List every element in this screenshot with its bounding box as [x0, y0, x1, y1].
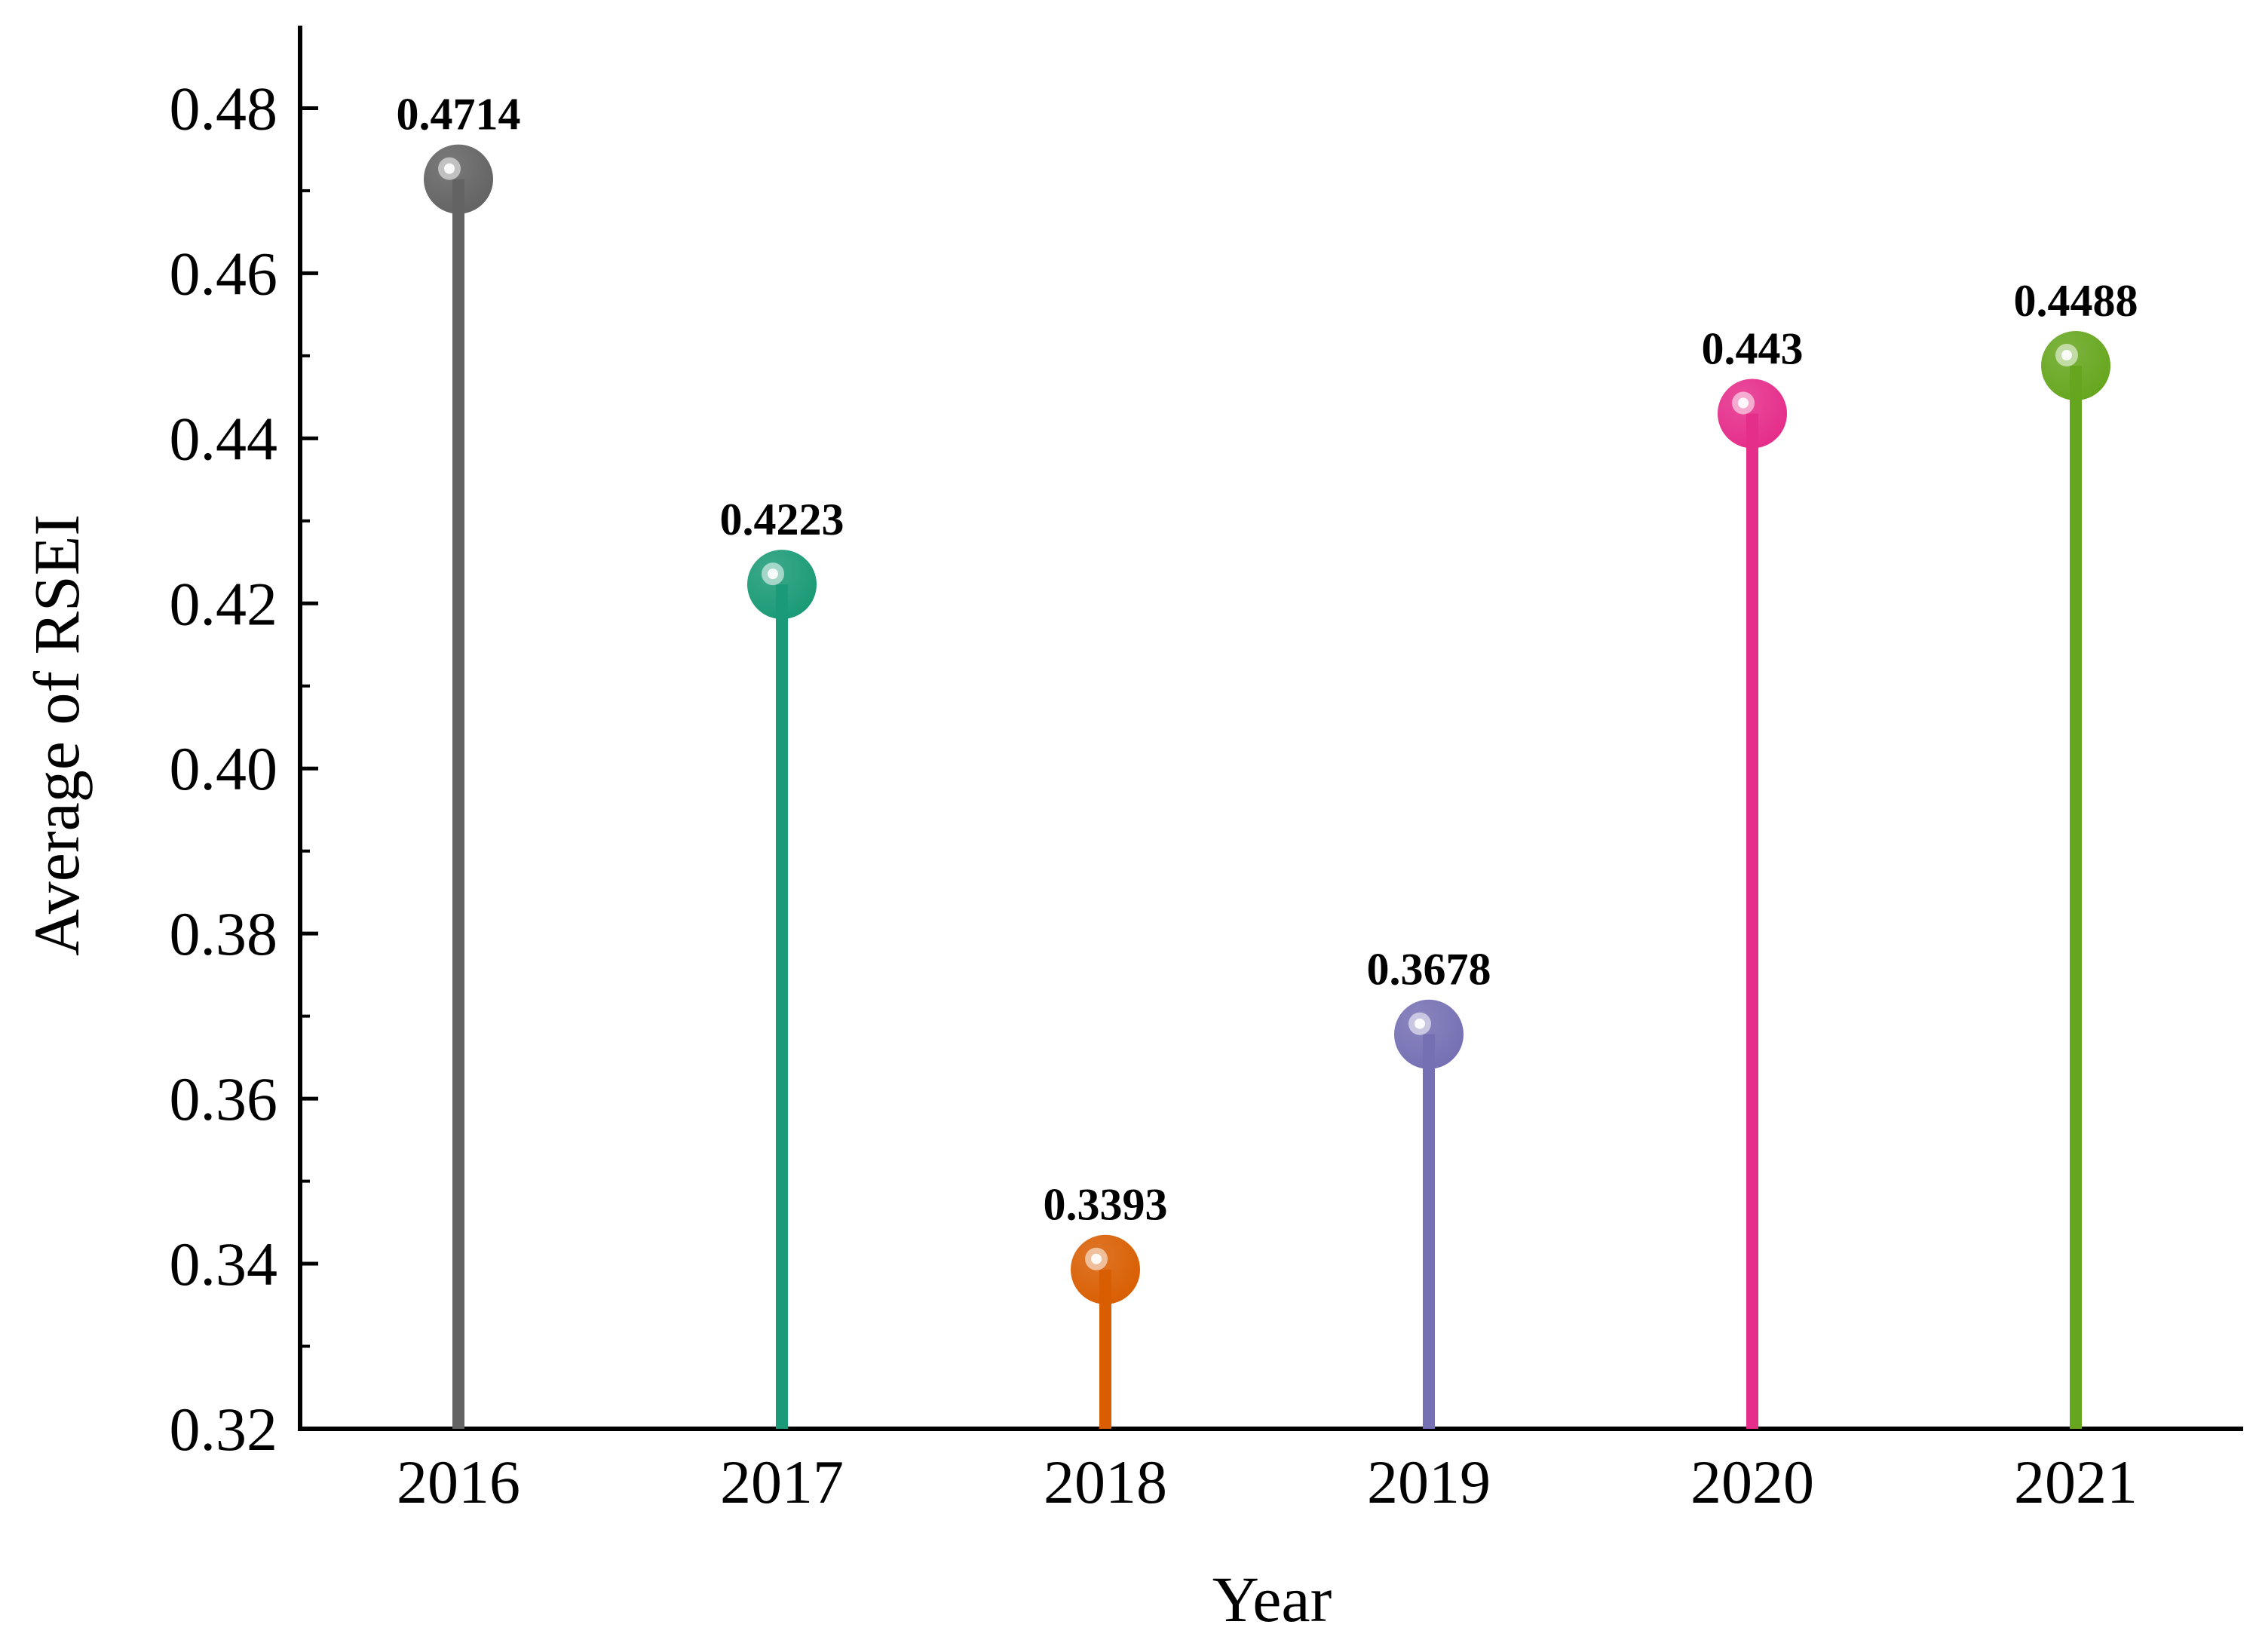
marker-2017 [747, 550, 817, 620]
marker-highlight-core [2061, 350, 2072, 361]
data-label-2018: 0.3393 [1044, 1180, 1168, 1230]
y-tick-label: 0.32 [170, 1395, 278, 1464]
marker-highlight-core [768, 569, 778, 580]
data-label-2017: 0.4223 [720, 495, 844, 544]
marker-highlight-core [1091, 1253, 1102, 1264]
marker-2021 [2041, 331, 2110, 401]
marker-2020 [1718, 379, 1787, 449]
marker-2016 [424, 144, 493, 214]
x-tick-label: 2019 [1367, 1448, 1491, 1516]
y-tick-label: 0.48 [170, 74, 278, 143]
data-label-2021: 0.4488 [2014, 276, 2138, 326]
x-tick-label: 2020 [1690, 1448, 1814, 1516]
marker-highlight-core [1738, 397, 1749, 409]
x-tick-label: 2017 [720, 1448, 844, 1516]
marker-2018 [1071, 1234, 1140, 1304]
y-tick-label: 0.42 [170, 569, 278, 638]
x-axis: 2016 2017 2018 2019 2020 2021 [298, 1412, 2243, 1516]
y-tick-label: 0.36 [170, 1065, 278, 1133]
x-axis-title: Year [1212, 1563, 1332, 1635]
marker-highlight-core [1415, 1018, 1425, 1029]
y-axis-title: Average of RSEI [20, 514, 93, 956]
data-label-2016: 0.4714 [397, 90, 521, 139]
data-label-2020: 0.443 [1702, 324, 1804, 374]
y-tick-label: 0.38 [170, 900, 278, 968]
data-label-2019: 0.3678 [1367, 945, 1491, 995]
y-tick-label: 0.44 [170, 404, 278, 473]
x-tick-label: 2016 [397, 1448, 520, 1516]
x-tick-label: 2018 [1044, 1448, 1167, 1516]
marker-highlight-core [444, 163, 455, 174]
y-axis: 0.32 0.34 0.36 0.38 0.40 0.42 0.44 0.46 0.48 [170, 26, 318, 1464]
y-tick-label: 0.40 [170, 734, 278, 803]
y-tick-label: 0.46 [170, 239, 278, 308]
y-tick-label: 0.34 [170, 1230, 278, 1298]
x-tick-label: 2021 [2014, 1448, 2138, 1516]
data-marks: 0.4714 0.4223 0.3393 0.3678 0.443 0.4488 [397, 90, 2138, 1429]
marker-2019 [1394, 999, 1464, 1069]
